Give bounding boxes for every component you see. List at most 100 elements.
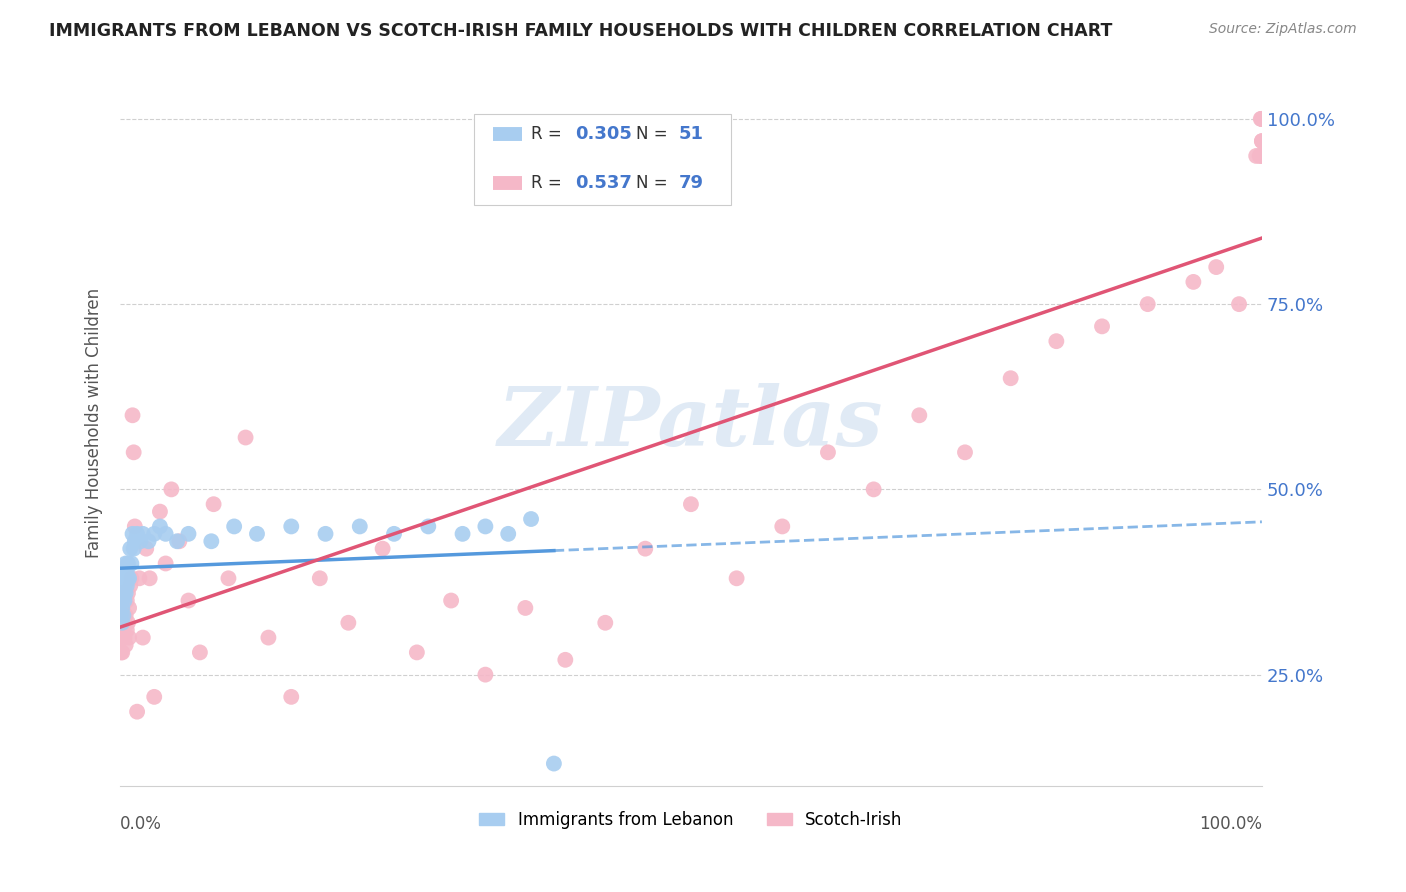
Point (110, 593, 132, 607)
Point (149, 519, 172, 533)
Point (953, 445, 976, 459)
Point (1251, 112, 1274, 126)
Point (118, 601, 141, 615)
Point (1251, 149, 1274, 163)
Point (188, 645, 211, 659)
Point (115, 623, 138, 637)
Point (111, 601, 134, 615)
Point (112, 586, 135, 600)
Point (155, 557, 177, 571)
Point (520, 512, 543, 526)
Point (112, 608, 135, 623)
Text: N =: N = (636, 126, 673, 144)
Point (337, 615, 360, 630)
Point (118, 631, 141, 645)
Point (132, 631, 155, 645)
Point (770, 519, 793, 533)
Point (1136, 297, 1159, 311)
Point (169, 534, 191, 549)
Point (121, 409, 143, 423)
Point (112, 631, 135, 645)
Point (110, 615, 132, 630)
Point (111, 593, 134, 607)
Point (1251, 112, 1274, 126)
Point (114, 579, 136, 593)
Point (138, 571, 160, 585)
Point (1251, 134, 1274, 148)
Point (114, 586, 136, 600)
Point (1091, 319, 1114, 334)
Text: 0.0%: 0.0% (120, 814, 162, 833)
Text: IMMIGRANTS FROM LEBANON VS SCOTCH-IRISH FAMILY HOUSEHOLDS WITH CHILDREN CORRELAT: IMMIGRANTS FROM LEBANON VS SCOTCH-IRISH … (49, 22, 1112, 40)
Point (235, 430, 257, 444)
Point (117, 586, 139, 600)
Point (474, 667, 496, 681)
Text: 100.0%: 100.0% (1199, 814, 1263, 833)
Point (112, 593, 135, 607)
Point (280, 690, 302, 704)
Y-axis label: Family Households with Children: Family Households with Children (86, 287, 103, 558)
Text: ZIPatlas: ZIPatlas (498, 383, 884, 463)
Point (405, 645, 427, 659)
Point (124, 519, 146, 533)
Point (382, 526, 405, 541)
Point (543, 756, 565, 771)
Point (118, 571, 141, 585)
Point (120, 571, 142, 585)
Point (817, 445, 839, 459)
Point (114, 586, 136, 600)
Point (122, 541, 145, 556)
Point (111, 615, 134, 630)
Point (110, 586, 132, 600)
Point (679, 497, 702, 511)
Point (908, 409, 931, 423)
Point (257, 631, 280, 645)
Point (217, 571, 239, 585)
Point (127, 705, 149, 719)
Point (128, 571, 150, 585)
Point (1182, 275, 1205, 289)
Point (515, 601, 537, 615)
Point (120, 579, 142, 593)
Point (115, 579, 138, 593)
Text: 0.305: 0.305 (575, 126, 633, 144)
Point (111, 615, 134, 630)
Point (474, 519, 496, 533)
Text: N =: N = (636, 174, 673, 192)
Point (1249, 149, 1271, 163)
Point (114, 638, 136, 652)
Point (143, 690, 166, 704)
Point (110, 601, 132, 615)
FancyBboxPatch shape (474, 114, 731, 205)
Point (111, 586, 134, 600)
Point (120, 541, 142, 556)
Point (114, 593, 136, 607)
Point (121, 526, 143, 541)
Point (1251, 112, 1274, 126)
Point (451, 526, 474, 541)
Point (122, 445, 145, 459)
Point (862, 483, 884, 497)
Point (114, 631, 136, 645)
Point (117, 557, 139, 571)
Point (308, 571, 330, 585)
Point (440, 593, 463, 607)
Point (315, 526, 337, 541)
Point (114, 564, 136, 578)
Point (496, 526, 519, 541)
Text: 79: 79 (678, 174, 703, 192)
Point (114, 571, 136, 585)
Point (202, 497, 225, 511)
Text: Source: ZipAtlas.com: Source: ZipAtlas.com (1209, 22, 1357, 37)
Text: 0.537: 0.537 (575, 174, 633, 192)
Point (149, 505, 172, 519)
Point (117, 571, 139, 585)
Point (127, 526, 149, 541)
Point (1000, 371, 1022, 385)
Point (177, 593, 200, 607)
Point (725, 571, 748, 585)
Point (110, 631, 132, 645)
Point (143, 526, 166, 541)
Point (595, 615, 617, 630)
Point (280, 519, 302, 533)
